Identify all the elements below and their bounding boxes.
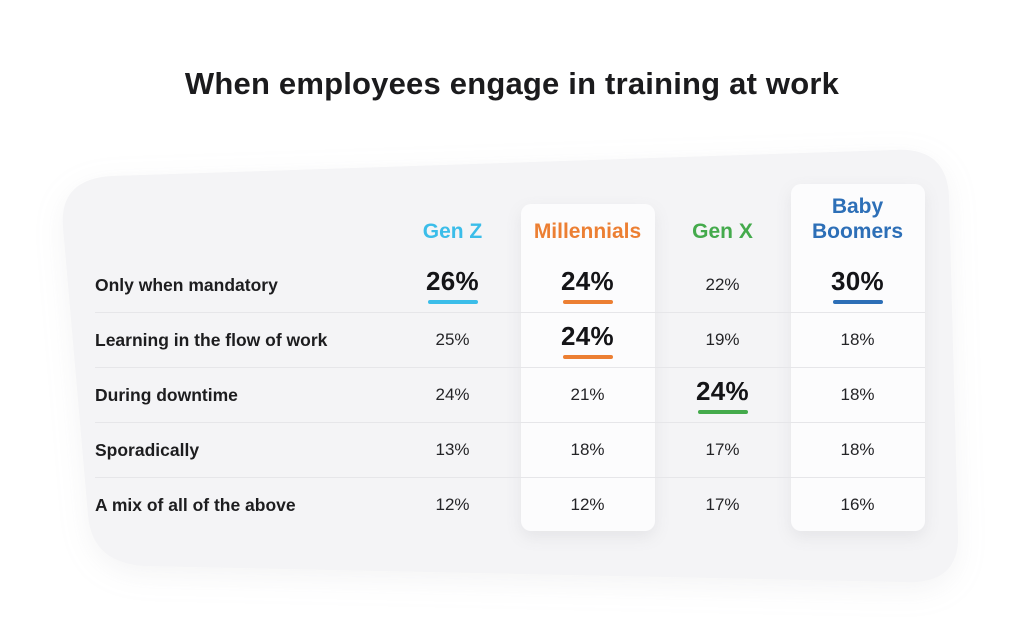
column-header-gen-x: Gen X	[655, 185, 790, 258]
value-cell-gen-x: 19%	[655, 313, 790, 367]
percentage-value: 25%	[435, 330, 470, 349]
row-label: Sporadically	[95, 439, 200, 460]
percentage-value: 17%	[705, 440, 740, 459]
table-row: During downtime 24% 21% 24% 18%	[95, 367, 925, 422]
column-header-label: Baby Boomers	[811, 195, 904, 244]
percentage-value: 24%	[561, 321, 614, 351]
value-cell-baby-boomers: 30%	[790, 258, 925, 312]
value-cell-millennials: 24%	[520, 258, 655, 312]
percentage-value: 17%	[705, 495, 740, 514]
training-table: Gen Z Millennials Gen X Baby Boomers Only w…	[95, 185, 925, 532]
row-label: During downtime	[95, 384, 238, 405]
percentage-value: 16%	[840, 495, 875, 514]
table-row: Sporadically 13% 18% 17% 18%	[95, 422, 925, 477]
table-row: Only when mandatory 26% 24% 22% 30%	[95, 258, 925, 312]
highlight-underline	[562, 355, 613, 359]
column-header-label: Gen X	[692, 220, 753, 244]
percentage-value: 18%	[570, 440, 605, 459]
value-cell-gen-z: 13%	[385, 423, 520, 477]
percentage-value: 30%	[831, 266, 884, 296]
row-label: Only when mandatory	[95, 274, 278, 295]
table-header-row: Gen Z Millennials Gen X Baby Boomers	[95, 185, 925, 258]
value-cell-gen-x: 22%	[655, 258, 790, 312]
percentage-value: 18%	[840, 440, 875, 459]
table-body: Only when mandatory 26% 24% 22% 30% Learning …	[95, 258, 925, 532]
percentage-value: 22%	[705, 275, 740, 294]
column-header-baby-boomers: Baby Boomers	[790, 185, 925, 258]
value-cell-gen-x: 17%	[655, 478, 790, 532]
value-cell-millennials: 12%	[520, 478, 655, 532]
percentage-value: 24%	[435, 385, 470, 404]
highlight-underline	[427, 300, 478, 304]
percentage-value: 18%	[840, 330, 875, 349]
value-cell-baby-boomers: 18%	[790, 423, 925, 477]
table-row: A mix of all of the above 12% 12% 17% 16%	[95, 477, 925, 532]
value-cell-baby-boomers: 18%	[790, 368, 925, 422]
percentage-value: 26%	[426, 266, 479, 296]
percentage-value: 24%	[561, 266, 614, 296]
value-cell-baby-boomers: 18%	[790, 313, 925, 367]
highlight-underline	[832, 300, 883, 304]
value-cell-gen-z: 24%	[385, 368, 520, 422]
value-cell-millennials: 18%	[520, 423, 655, 477]
percentage-value: 19%	[705, 330, 740, 349]
column-header-gen-z: Gen Z	[385, 185, 520, 258]
percentage-value: 24%	[696, 376, 749, 406]
value-cell-millennials: 24%	[520, 313, 655, 367]
row-label: Learning in the flow of work	[95, 329, 328, 350]
value-cell-baby-boomers: 16%	[790, 478, 925, 532]
percentage-value: 21%	[570, 385, 605, 404]
percentage-value: 12%	[435, 495, 470, 514]
highlight-underline	[562, 300, 613, 304]
value-cell-gen-z: 25%	[385, 313, 520, 367]
percentage-value: 18%	[840, 385, 875, 404]
value-cell-gen-x: 24%	[655, 368, 790, 422]
column-header-millennials: Millennials	[520, 185, 655, 258]
value-cell-gen-x: 17%	[655, 423, 790, 477]
value-cell-gen-z: 26%	[385, 258, 520, 312]
highlight-underline	[697, 410, 748, 414]
percentage-value: 13%	[435, 440, 470, 459]
row-label: A mix of all of the above	[95, 494, 296, 515]
column-header-label: Gen Z	[422, 220, 483, 244]
value-cell-gen-z: 12%	[385, 478, 520, 532]
percentage-value: 12%	[570, 495, 605, 514]
page-title: When employees engage in training at wor…	[184, 66, 840, 101]
table-row: Learning in the flow of work 25% 24% 19% 18%	[95, 312, 925, 367]
value-cell-millennials: 21%	[520, 368, 655, 422]
header-corner-spacer	[95, 185, 385, 258]
column-stripe-baby-boomers	[791, 184, 925, 531]
column-header-label: Millennials	[533, 220, 642, 244]
